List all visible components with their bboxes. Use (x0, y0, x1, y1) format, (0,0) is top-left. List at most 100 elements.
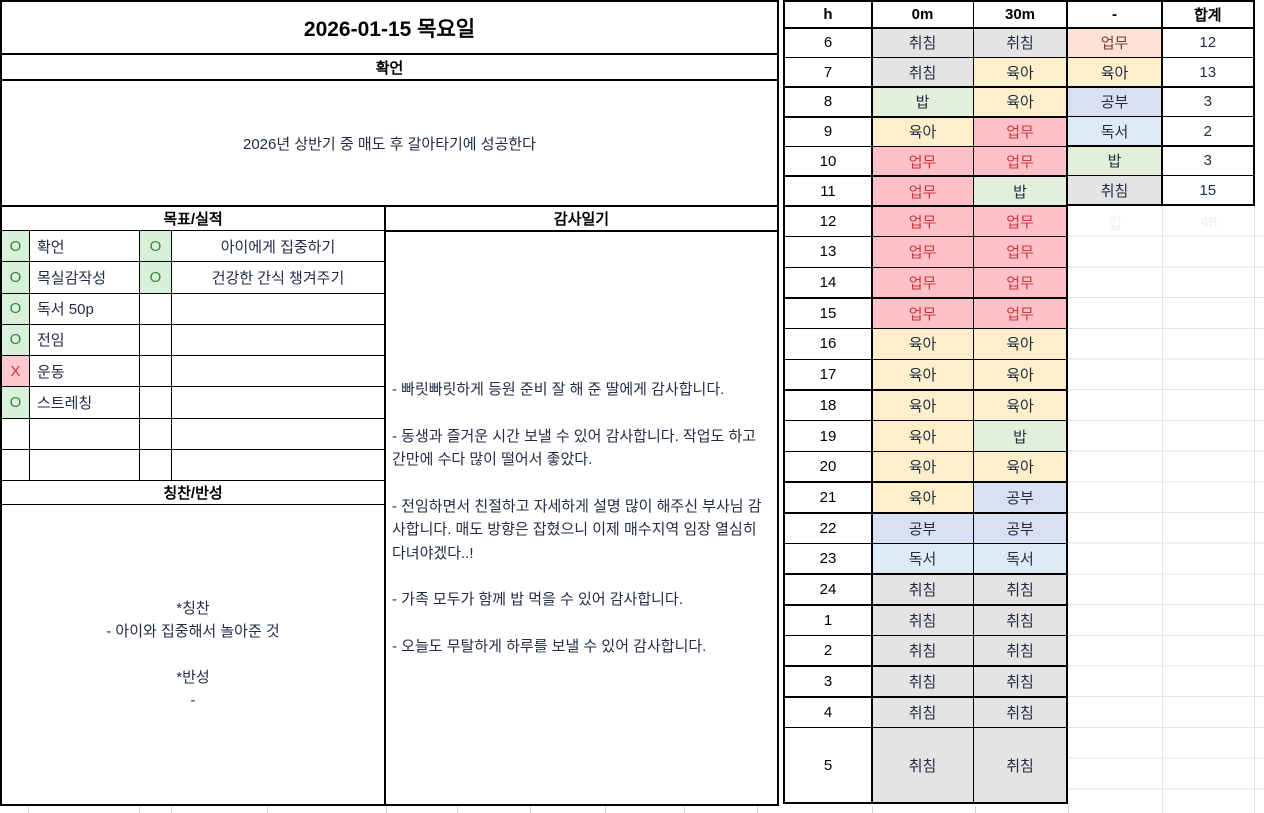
schedule-activity[interactable]: 업무 (974, 268, 1066, 298)
schedule-hour[interactable]: 22 (785, 513, 871, 543)
schedule-activity[interactable]: 육아 (974, 87, 1066, 117)
goal-label[interactable]: 아이에게 집중하기 (172, 231, 384, 263)
schedule-activity[interactable]: 육아 (974, 452, 1066, 482)
schedule-activity[interactable]: 업무 (974, 298, 1066, 328)
schedule-activity[interactable]: 육아 (974, 360, 1066, 390)
goal-mark[interactable]: X (2, 356, 30, 388)
schedule-hour[interactable]: 6 (785, 28, 871, 57)
schedule-activity[interactable]: 육아 (872, 421, 973, 451)
schedule-activity[interactable]: 취침 (974, 28, 1066, 57)
schedule-activity[interactable]: 업무 (974, 206, 1066, 236)
schedule-hour[interactable]: 24 (785, 574, 871, 605)
goal-label[interactable] (172, 387, 384, 419)
goal-label[interactable]: 운동 (30, 356, 140, 388)
schedule-activity[interactable]: 취침 (974, 666, 1066, 697)
schedule-activity[interactable]: 취침 (872, 605, 973, 635)
schedule-hour[interactable]: 15 (785, 298, 871, 328)
goal-mark[interactable] (2, 418, 30, 450)
schedule-activity[interactable]: 업무 (974, 237, 1066, 267)
schedule-hour[interactable]: 3 (785, 666, 871, 697)
schedule-activity[interactable]: 업무 (872, 268, 973, 298)
schedule-hour[interactable]: 4 (785, 697, 871, 727)
schedule-hour[interactable]: 13 (785, 237, 871, 267)
goal-mark[interactable]: O (2, 293, 30, 325)
schedule-hour[interactable]: 8 (785, 87, 871, 117)
schedule-hour[interactable]: 1 (785, 605, 871, 635)
schedule-activity[interactable]: 업무 (872, 206, 973, 236)
schedule-activity[interactable]: 육아 (872, 482, 973, 512)
schedule-activity[interactable]: 육아 (872, 329, 973, 359)
schedule-activity[interactable]: 밥 (974, 176, 1066, 206)
goal-label[interactable]: 건강한 간식 챙겨주기 (172, 262, 384, 294)
schedule-activity[interactable]: 밥 (872, 87, 973, 117)
schedule-activity[interactable]: 육아 (974, 390, 1066, 420)
summary-total[interactable]: 3 (1162, 87, 1253, 116)
schedule-hour[interactable]: 17 (785, 360, 871, 390)
ghost-total-value[interactable]: 48 (1200, 213, 1218, 231)
schedule-activity[interactable]: 취침 (872, 697, 973, 727)
schedule-activity[interactable]: 업무 (872, 298, 973, 328)
schedule-activity[interactable]: 취침 (872, 636, 973, 666)
goal-mark[interactable] (2, 449, 30, 481)
summary-category[interactable]: 육아 (1068, 58, 1161, 86)
schedule-activity[interactable]: 취침 (974, 636, 1066, 666)
summary-total[interactable]: 13 (1162, 58, 1253, 86)
gratitude-content[interactable]: - 빠릿빠릿하게 등원 준비 잘 해 준 딸에게 감사합니다. - 동생과 즐거… (386, 232, 777, 804)
schedule-hour[interactable]: 11 (785, 176, 871, 206)
schedule-activity[interactable]: 업무 (872, 147, 973, 176)
schedule-hour[interactable]: 23 (785, 544, 871, 574)
schedule-activity[interactable]: 육아 (872, 452, 973, 482)
praise-content[interactable]: *칭찬 - 아이와 집중해서 놀아준 것 *반성 - (2, 505, 384, 804)
goal-label[interactable]: 목실감작성 (30, 262, 140, 294)
schedule-activity[interactable]: 업무 (974, 117, 1066, 146)
schedule-activity[interactable]: 독서 (974, 544, 1066, 574)
schedule-activity[interactable]: 취침 (872, 58, 973, 87)
schedule-activity[interactable]: 취침 (872, 666, 973, 697)
affirmation-text[interactable]: 2026년 상반기 중 매도 후 갈아타기에 성공한다 (2, 81, 777, 207)
summary-category[interactable]: 공부 (1068, 87, 1161, 116)
schedule-activity[interactable]: 취침 (974, 728, 1066, 802)
summary-total[interactable]: 12 (1162, 28, 1253, 57)
schedule-hour[interactable]: 2 (785, 636, 871, 666)
schedule-hour[interactable]: 18 (785, 390, 871, 420)
goal-label[interactable] (172, 294, 384, 325)
schedule-activity[interactable]: 업무 (974, 147, 1066, 176)
schedule-hour[interactable]: 21 (785, 482, 871, 512)
goal-mark[interactable]: O (2, 262, 30, 294)
schedule-hour[interactable]: 19 (785, 421, 871, 451)
goal-label[interactable] (30, 418, 140, 450)
schedule-activity[interactable]: 독서 (872, 544, 973, 574)
schedule-activity[interactable]: 육아 (872, 390, 973, 420)
summary-total[interactable]: 2 (1162, 117, 1253, 145)
schedule-activity[interactable]: 육아 (974, 58, 1066, 87)
schedule-activity[interactable]: 육아 (872, 360, 973, 390)
goal-mark[interactable] (140, 356, 172, 388)
goal-label[interactable] (172, 450, 384, 481)
summary-category[interactable]: 밥 (1068, 146, 1161, 175)
schedule-activity[interactable]: 밥 (974, 421, 1066, 451)
goal-label[interactable]: 확언 (30, 231, 140, 263)
schedule-activity[interactable]: 공부 (974, 482, 1066, 512)
schedule-hour[interactable]: 7 (785, 58, 871, 87)
summary-total[interactable]: 3 (1162, 146, 1253, 175)
schedule-activity[interactable]: 취침 (872, 728, 973, 802)
schedule-activity[interactable]: 취침 (974, 574, 1066, 605)
goal-label[interactable]: 전임 (30, 324, 140, 356)
summary-total[interactable]: 15 (1162, 176, 1253, 204)
schedule-hour[interactable]: 16 (785, 329, 871, 359)
schedule-activity[interactable]: 취침 (872, 574, 973, 605)
schedule-activity[interactable]: 취침 (974, 697, 1066, 727)
schedule-activity[interactable]: 공부 (872, 513, 973, 543)
summary-category[interactable]: 업무 (1068, 28, 1161, 57)
goal-mark[interactable]: O (2, 324, 30, 356)
schedule-activity[interactable]: 업무 (872, 176, 973, 206)
goal-label[interactable] (172, 325, 384, 356)
goal-label[interactable] (30, 449, 140, 481)
goal-mark[interactable] (140, 418, 172, 450)
summary-category[interactable]: 독서 (1068, 117, 1161, 145)
goal-label[interactable] (172, 419, 384, 450)
schedule-activity[interactable]: 육아 (872, 117, 973, 146)
schedule-hour[interactable]: 20 (785, 452, 871, 482)
schedule-activity[interactable]: 육아 (974, 329, 1066, 359)
goal-mark[interactable]: O (140, 231, 172, 263)
